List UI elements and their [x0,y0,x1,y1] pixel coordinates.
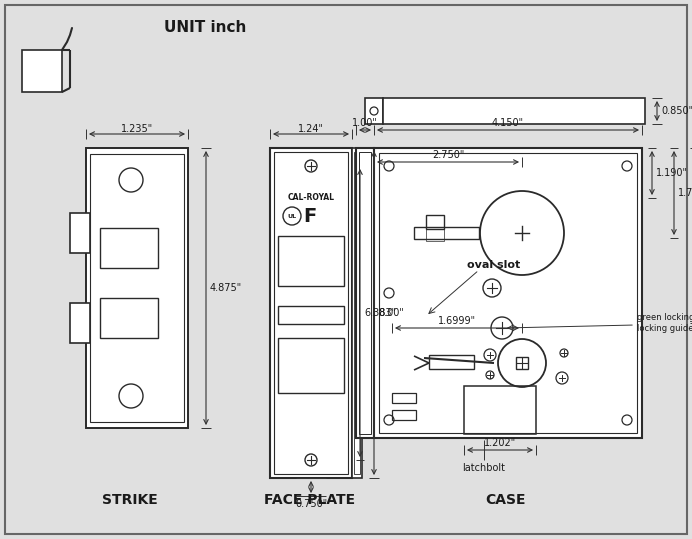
Text: 2.750": 2.750" [432,150,464,160]
Text: UL: UL [287,213,297,218]
Bar [426,227,444,241]
Text: latchbolt: latchbolt [462,463,505,473]
Bar [429,355,474,369]
Text: 1.774": 1.774" [678,188,692,198]
Bar [464,386,536,434]
Bar [90,154,184,422]
Bar [392,410,416,420]
Text: 6.383": 6.383" [364,308,396,318]
Text: 0.850": 0.850" [661,106,692,116]
Bar [516,357,528,369]
Text: 1.235": 1.235" [121,124,153,134]
Bar [22,50,62,92]
Text: F: F [303,206,317,225]
Text: 1.00": 1.00" [352,118,378,128]
Bar [278,236,344,286]
Bar [365,98,383,124]
Text: UNIT inch: UNIT inch [164,20,246,36]
Text: 1.6999": 1.6999" [438,316,476,326]
Bar [70,213,90,253]
Bar [379,153,637,433]
Bar [374,148,642,438]
Bar [414,227,479,239]
Text: FACE PLATE: FACE PLATE [264,493,356,507]
Bar [274,152,348,474]
Text: CAL-ROYAL: CAL-ROYAL [287,194,334,203]
Text: 4.150": 4.150" [492,118,524,128]
Bar [426,215,444,229]
Text: 8.00": 8.00" [378,308,404,318]
Bar [278,338,344,393]
Text: 4.875": 4.875" [210,283,242,293]
Text: 1.24": 1.24" [298,124,324,134]
Bar [352,148,362,478]
Text: 0.750": 0.750" [295,499,327,509]
Text: 1.202": 1.202" [484,438,516,448]
Bar [86,148,188,428]
Bar [100,298,158,338]
Bar [100,228,158,268]
Bar [356,148,374,438]
Bar [392,393,416,403]
Text: 1.190": 1.190" [656,168,688,178]
Bar [70,303,90,343]
Text: STRIKE: STRIKE [102,493,158,507]
Bar [383,98,645,124]
Bar [354,152,360,474]
Bar [270,148,352,478]
Text: oval slot: oval slot [467,260,520,270]
Text: CASE: CASE [485,493,525,507]
Text: green locking piece
locking guide: green locking piece locking guide [637,313,692,333]
Bar [278,306,344,324]
Bar [359,152,371,434]
